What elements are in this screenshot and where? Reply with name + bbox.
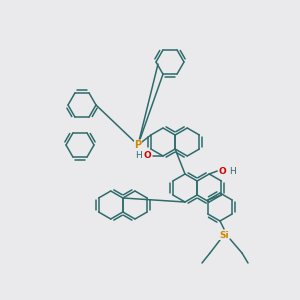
Text: P: P [134, 140, 142, 150]
Text: H: H [229, 167, 236, 176]
Text: O: O [218, 167, 226, 176]
Text: H: H [135, 151, 141, 160]
Text: Si: Si [219, 230, 229, 239]
Text: O: O [143, 151, 151, 160]
